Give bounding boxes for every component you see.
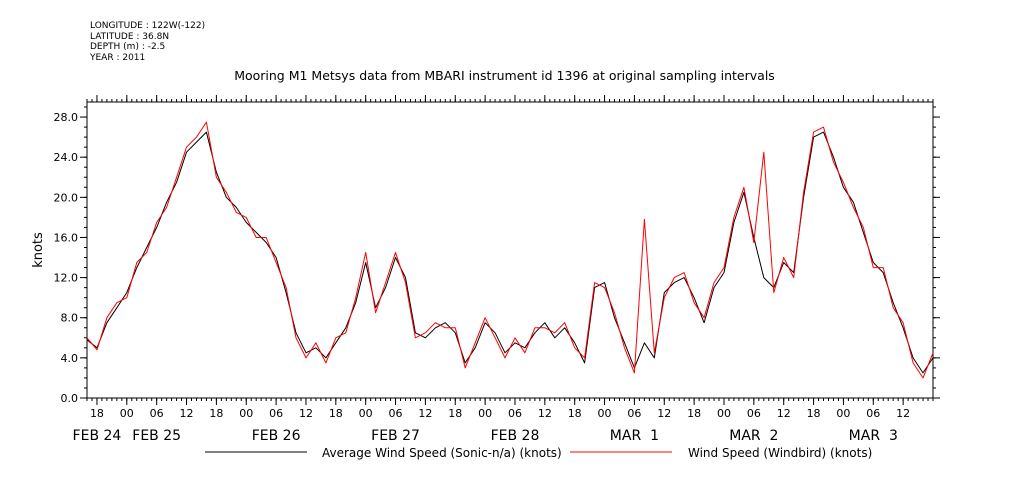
depth-text: DEPTH (m) : -2.5 bbox=[90, 42, 166, 52]
x-hour-tick-label: 00 bbox=[598, 407, 612, 420]
x-hour-tick-label: 12 bbox=[299, 407, 313, 420]
x-hour-tick-label: 18 bbox=[568, 407, 582, 420]
legend: Average Wind Speed (Sonic-n/a) (knots) Wi… bbox=[205, 446, 872, 460]
x-day-label: FEB 27 bbox=[371, 428, 420, 444]
x-hour-tick-label: 00 bbox=[478, 407, 492, 420]
x-hour-tick-label: 06 bbox=[627, 407, 641, 420]
x-day-label: MAR 1 bbox=[610, 428, 659, 444]
x-hour-tick-label: 12 bbox=[180, 407, 194, 420]
x-hour-tick-label: 06 bbox=[269, 407, 283, 420]
x-hour-tick-label: 18 bbox=[807, 407, 821, 420]
x-hour-tick-label: 12 bbox=[657, 407, 671, 420]
y-tick-label: 28.0 bbox=[54, 111, 79, 124]
axis-ticks bbox=[80, 95, 940, 405]
y-tick-label: 16.0 bbox=[54, 231, 79, 244]
chart-title: Mooring M1 Metsys data from MBARI instru… bbox=[234, 68, 775, 83]
latitude-text: LATITUDE : 36.8N bbox=[90, 31, 170, 42]
x-hour-tick-label: 18 bbox=[90, 407, 104, 420]
x-day-label: FEB 24 bbox=[73, 428, 122, 444]
x-hour-tick-label: 12 bbox=[896, 407, 910, 420]
x-hour-tick-label: 12 bbox=[418, 407, 432, 420]
x-hour-tick-label: 18 bbox=[329, 407, 343, 420]
y-axis-label: knots bbox=[31, 232, 46, 268]
x-hour-tick-label: 12 bbox=[538, 407, 552, 420]
x-hour-tick-label: 18 bbox=[209, 407, 223, 420]
year-text: YEAR : 2011 bbox=[90, 52, 146, 63]
location-metadata: LONGITUDE : 122W(-122) LATITUDE : 36.8N … bbox=[90, 21, 205, 63]
x-hour-tick-label: 06 bbox=[866, 407, 880, 420]
y-tick-label: 20.0 bbox=[54, 191, 79, 204]
x-hour-tick-label: 00 bbox=[120, 407, 134, 420]
y-tick-label: 0.0 bbox=[61, 392, 79, 405]
x-hour-tick-label: 06 bbox=[508, 407, 522, 420]
longitude-text: LONGITUDE : 122W(-122) bbox=[90, 21, 206, 31]
x-hour-tick-label: 06 bbox=[150, 407, 164, 420]
series-line-1 bbox=[86, 121, 934, 379]
y-tick-label: 4.0 bbox=[61, 352, 79, 365]
x-day-label: FEB 25 bbox=[132, 428, 181, 444]
x-hour-tick-label: 00 bbox=[836, 407, 850, 420]
x-day-label: FEB 26 bbox=[252, 428, 301, 444]
x-day-label: FEB 28 bbox=[491, 428, 540, 444]
legend-label: Average Wind Speed (Sonic-n/a) (knots) bbox=[322, 446, 562, 460]
x-hour-tick-label: 18 bbox=[687, 407, 701, 420]
plot-frame bbox=[86, 101, 934, 399]
x-day-label: MAR 3 bbox=[849, 428, 898, 444]
legend-label: Wind Speed (Windbird) (knots) bbox=[688, 446, 872, 460]
y-tick-label: 8.0 bbox=[61, 312, 79, 325]
x-day-label: MAR 2 bbox=[729, 428, 778, 444]
x-hour-tick-label: 06 bbox=[389, 407, 403, 420]
x-hour-tick-label: 00 bbox=[239, 407, 253, 420]
series-line-0 bbox=[86, 131, 934, 374]
x-hour-tick-label: 00 bbox=[717, 407, 731, 420]
y-tick-label: 12.0 bbox=[54, 272, 79, 285]
x-hour-tick-label: 06 bbox=[747, 407, 761, 420]
axis-labels: 18 00 06 12 18 00 06 12 18 00 06 12 18 00 06 12 18 00 06 12… bbox=[54, 111, 911, 444]
x-hour-tick-label: 18 bbox=[448, 407, 462, 420]
x-hour-tick-label: 12 bbox=[777, 407, 791, 420]
y-tick-label: 24.0 bbox=[54, 151, 79, 164]
series-lines bbox=[86, 121, 934, 379]
x-hour-tick-label: 00 bbox=[359, 407, 373, 420]
